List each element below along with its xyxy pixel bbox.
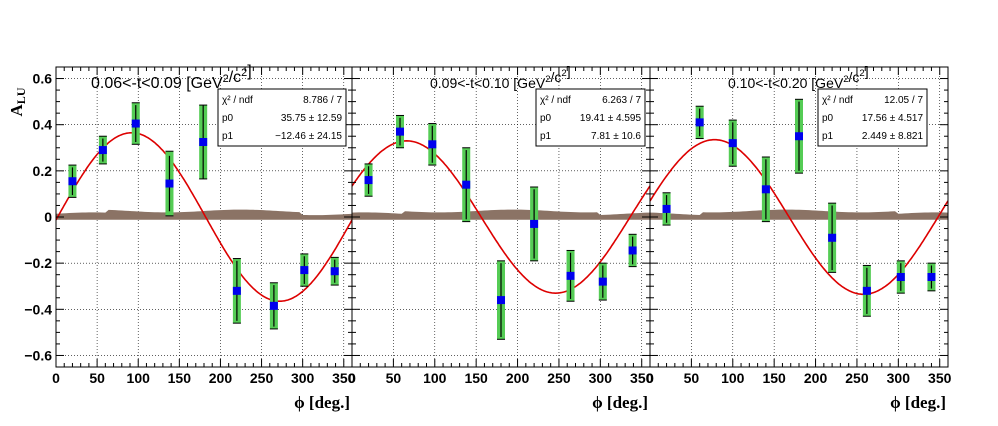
data-point-2 — [428, 140, 437, 149]
systematic-band — [650, 209, 948, 220]
data-point-7 — [300, 266, 309, 275]
stats-p1-value: −12.46 ± 24.15 — [275, 131, 342, 142]
x-tick-label-4: 200 — [506, 370, 530, 386]
x-tick-label-3: 150 — [464, 370, 488, 386]
stats-box: χ² / ndf 8.786 / 7 p0 35.75 ± 12.59 p1 −12.46… — [217, 88, 347, 147]
x-tick-label-0: 0 — [348, 370, 356, 386]
panel-3: 0 50 100 150 200 250 300 350 ϕ [deg.] 0.10<-t<0.2… — [646, 63, 952, 412]
data-point-8 — [927, 273, 936, 281]
x-tick-label-0: 0 — [646, 370, 654, 386]
stats-box-frame — [535, 88, 646, 147]
y-tick-label-2: −0.2 — [24, 255, 52, 271]
stats-chi2-label: χ² / ndf — [540, 95, 571, 106]
stats-p1-label: p1 — [540, 131, 552, 142]
data-point-2 — [131, 119, 140, 128]
stats-box: χ² / ndf 6.263 / 7 p0 19.41 ± 4.595 p1 7.81 ±… — [535, 88, 646, 147]
data-point-3 — [761, 185, 770, 194]
stats-box-frame — [817, 88, 928, 147]
stats-chi2-value: 6.263 / 7 — [602, 95, 641, 106]
panel-title: 0.09<-t<0.10 [GeV2/c2] — [430, 63, 571, 91]
data-point-6 — [269, 301, 278, 310]
stats-p1-value: 7.81 ± 10.6 — [591, 131, 641, 142]
x-tick-label-4: 200 — [209, 370, 233, 386]
chart-panels: 0 50 100 150 200 250 300 350 ϕ [deg.] −0.6 −0.4 −0.… — [24, 63, 951, 412]
data-point-7 — [896, 273, 905, 281]
y-tick-label-4: 0.2 — [33, 163, 53, 179]
x-tick-label-3: 150 — [168, 370, 192, 386]
stats-chi2-value: 8.786 / 7 — [303, 95, 342, 106]
x-tick-label-3: 150 — [762, 370, 786, 386]
y-axis-label-main: A — [7, 103, 26, 116]
stats-p0-label: p0 — [822, 113, 834, 124]
data-point-0 — [68, 177, 77, 186]
data-point-5 — [828, 233, 837, 242]
stats-p0-label: p0 — [222, 113, 234, 124]
data-point-1 — [695, 118, 704, 127]
x-tick-label-1: 50 — [684, 370, 700, 386]
x-tick-label-2: 100 — [721, 370, 745, 386]
data-point-6 — [862, 286, 871, 295]
panel-1: 0 50 100 150 200 250 300 350 ϕ [deg.] −0.6 −0.4 −0.… — [24, 63, 355, 412]
x-tick-label-2: 100 — [423, 370, 447, 386]
stats-p1-value: 2.449 ± 8.821 — [862, 131, 924, 142]
x-tick-label-1: 50 — [89, 370, 105, 386]
y-tick-label-5: 0.4 — [33, 117, 53, 133]
stats-p0-value: 17.56 ± 4.517 — [862, 113, 924, 124]
x-axis-label: ϕ [deg.] — [592, 393, 648, 412]
data-point-0 — [364, 176, 373, 185]
x-tick-label-6: 300 — [887, 370, 911, 386]
data-point-4 — [497, 296, 505, 305]
y-tick-label-3: 0 — [44, 209, 52, 225]
data-point-3 — [462, 180, 471, 189]
y-axis-label: ALU — [7, 87, 28, 116]
data-point-0 — [662, 204, 671, 213]
panel-title: 0.10<-t<0.20 [GeV2/c2] — [728, 63, 869, 91]
stats-p0-value: 35.75 ± 12.59 — [281, 113, 343, 124]
data-point-4 — [795, 132, 803, 141]
y-tick-label-0: −0.6 — [24, 347, 52, 363]
stats-chi2-value: 12.05 / 7 — [884, 95, 923, 106]
x-tick-label-0: 0 — [52, 370, 60, 386]
stats-box: χ² / ndf 12.05 / 7 p0 17.56 ± 4.517 p1 2.449 … — [817, 88, 928, 147]
data-point-2 — [728, 139, 737, 148]
systematic-band — [352, 209, 650, 220]
y-tick-label-6: 0.6 — [33, 71, 53, 87]
panel-title: 0.06<-t<0.09 [GeV2/c2] — [91, 63, 252, 92]
x-tick-label-2: 100 — [127, 370, 151, 386]
stats-p1-label: p1 — [822, 131, 834, 142]
x-axis-label: ϕ [deg.] — [890, 393, 946, 412]
x-tick-label-5: 250 — [845, 370, 869, 386]
stats-p0-value: 19.41 ± 4.595 — [580, 113, 642, 124]
x-tick-label-1: 50 — [386, 370, 402, 386]
x-tick-label-6: 300 — [589, 370, 613, 386]
stats-p1-label: p1 — [222, 131, 234, 142]
panel-2: 0 50 100 150 200 250 300 350 ϕ [deg.] 0.09<-t<0.1… — [348, 63, 654, 412]
x-tick-label-6: 300 — [291, 370, 315, 386]
data-point-3 — [165, 179, 174, 188]
x-tick-label-5: 250 — [250, 370, 274, 386]
stats-p0-label: p0 — [540, 113, 552, 124]
data-point-8 — [628, 246, 637, 255]
x-tick-label-5: 250 — [547, 370, 571, 386]
x-tick-label-7: 350 — [332, 370, 356, 386]
data-point-1 — [396, 127, 405, 136]
x-axis-label: ϕ [deg.] — [294, 393, 350, 412]
stats-chi2-label: χ² / ndf — [222, 95, 253, 106]
data-point-4 — [199, 138, 208, 146]
data-point-5 — [232, 286, 241, 295]
data-point-8 — [330, 267, 339, 276]
y-axis-label-subscript: LU — [14, 87, 28, 104]
stats-chi2-label: χ² / ndf — [822, 95, 853, 106]
data-point-6 — [566, 271, 575, 280]
data-point-7 — [598, 277, 607, 286]
data-point-5 — [530, 219, 539, 228]
x-tick-label-7: 350 — [630, 370, 654, 386]
x-tick-label-4: 200 — [804, 370, 828, 386]
stats-box-frame — [217, 88, 347, 147]
y-tick-label-1: −0.4 — [24, 301, 52, 317]
data-point-1 — [98, 146, 107, 155]
x-tick-label-7: 350 — [928, 370, 952, 386]
